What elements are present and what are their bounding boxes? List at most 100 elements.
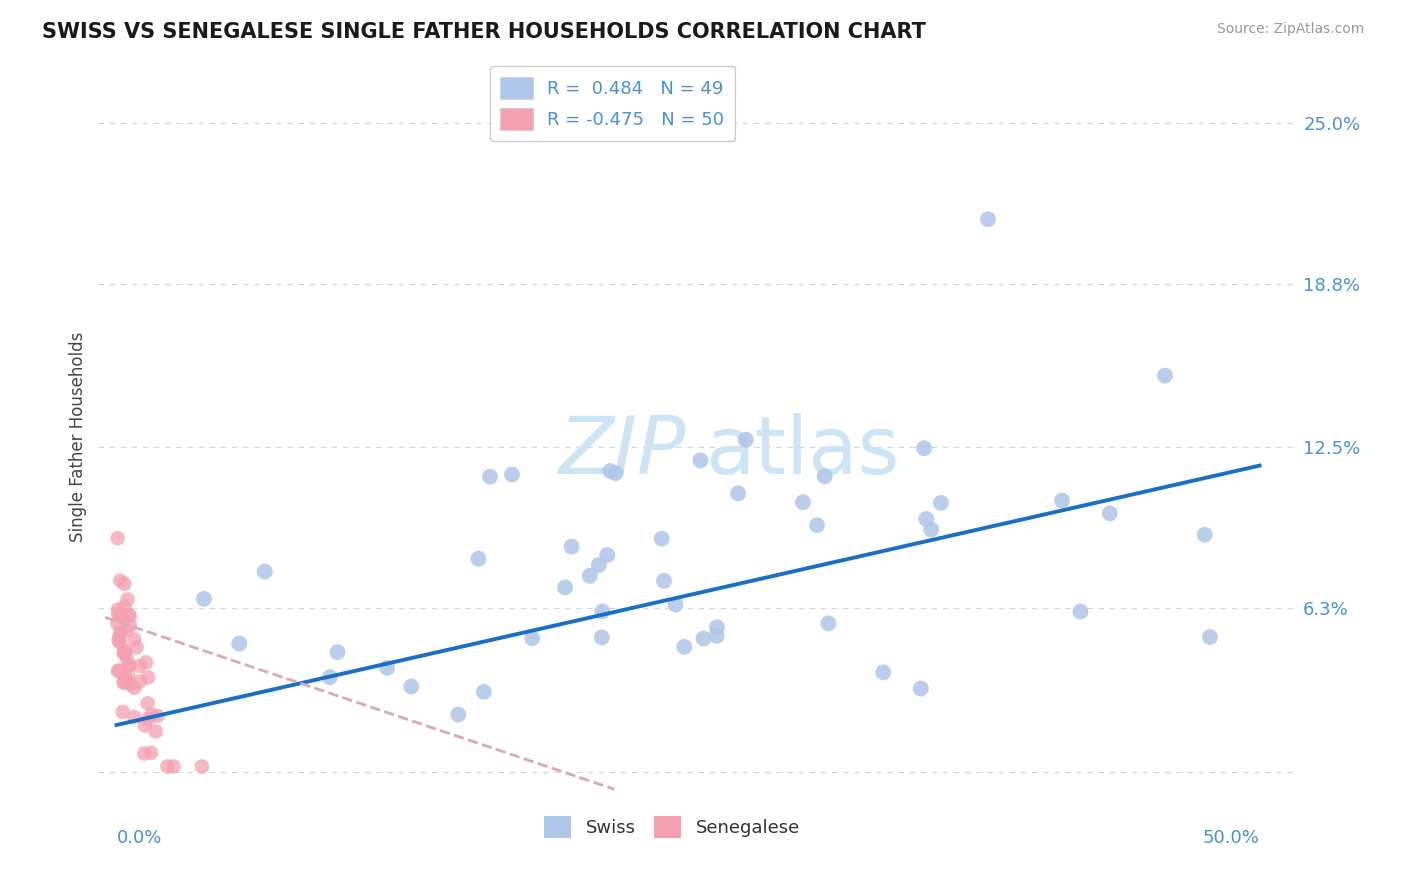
Point — [1199, 630, 1222, 644]
Point — [107, 664, 129, 678]
Point — [110, 609, 132, 624]
Point — [112, 646, 135, 660]
Point — [118, 608, 141, 623]
Point — [814, 469, 837, 483]
Text: atlas: atlas — [706, 413, 900, 491]
Point — [128, 659, 150, 673]
Point — [599, 464, 621, 478]
Point — [1098, 506, 1121, 520]
Text: SWISS VS SENEGALESE SINGLE FATHER HOUSEHOLDS CORRELATION CHART: SWISS VS SENEGALESE SINGLE FATHER HOUSEH… — [42, 22, 927, 42]
Point — [1050, 493, 1073, 508]
Point — [910, 681, 932, 696]
Point — [817, 616, 839, 631]
Y-axis label: Single Father Households: Single Father Households — [69, 332, 87, 542]
Point — [253, 565, 276, 579]
Point — [472, 685, 495, 699]
Point — [692, 632, 714, 646]
Legend: Swiss, Senegalese: Swiss, Senegalese — [537, 808, 807, 845]
Point — [141, 707, 163, 722]
Point — [872, 665, 894, 680]
Point — [110, 625, 132, 640]
Point — [110, 574, 132, 588]
Point — [112, 577, 135, 591]
Text: ZIP: ZIP — [560, 413, 686, 491]
Point — [447, 707, 470, 722]
Text: 50.0%: 50.0% — [1202, 829, 1260, 847]
Point — [977, 212, 1000, 227]
Point — [114, 644, 136, 658]
Point — [112, 675, 135, 690]
Point — [136, 670, 159, 684]
Point — [122, 710, 145, 724]
Point — [107, 531, 129, 545]
Point — [124, 681, 146, 695]
Point — [111, 705, 134, 719]
Point — [1194, 527, 1216, 541]
Point — [112, 646, 135, 660]
Point — [114, 675, 136, 690]
Point — [145, 724, 167, 739]
Point — [118, 618, 141, 632]
Point — [193, 591, 215, 606]
Point — [326, 645, 349, 659]
Text: Source: ZipAtlas.com: Source: ZipAtlas.com — [1216, 22, 1364, 37]
Point — [228, 636, 250, 650]
Point — [689, 453, 711, 467]
Point — [136, 712, 159, 726]
Point — [929, 496, 952, 510]
Point — [107, 602, 129, 616]
Point — [117, 592, 139, 607]
Point — [401, 680, 423, 694]
Point — [806, 518, 828, 533]
Point — [706, 629, 728, 643]
Point — [118, 609, 141, 624]
Point — [162, 759, 184, 773]
Point — [920, 523, 942, 537]
Point — [1069, 605, 1091, 619]
Point — [114, 599, 136, 614]
Point — [115, 624, 138, 638]
Point — [125, 640, 148, 655]
Text: 0.0%: 0.0% — [117, 829, 162, 847]
Point — [146, 708, 169, 723]
Point — [118, 658, 141, 673]
Point — [118, 658, 141, 673]
Point — [734, 433, 756, 447]
Point — [591, 604, 613, 618]
Point — [108, 635, 131, 649]
Point — [605, 466, 627, 480]
Point — [673, 640, 696, 654]
Point — [107, 633, 129, 648]
Point — [134, 719, 156, 733]
Point — [1154, 368, 1177, 383]
Point — [191, 759, 214, 773]
Point — [579, 569, 602, 583]
Point — [792, 495, 814, 509]
Point — [156, 759, 179, 773]
Point — [588, 558, 610, 572]
Point — [596, 548, 619, 562]
Point — [108, 664, 131, 678]
Point — [479, 469, 502, 483]
Point — [664, 598, 686, 612]
Point — [136, 696, 159, 710]
Point — [108, 629, 131, 643]
Point — [651, 532, 673, 546]
Point — [319, 670, 342, 684]
Point — [134, 747, 156, 761]
Point — [706, 620, 728, 634]
Point — [912, 441, 935, 455]
Point — [561, 540, 583, 554]
Point — [115, 651, 138, 665]
Point — [915, 512, 938, 526]
Point — [124, 632, 146, 647]
Point — [120, 677, 142, 691]
Point — [139, 746, 162, 760]
Point — [107, 607, 129, 621]
Point — [105, 616, 128, 631]
Point — [727, 486, 749, 500]
Point — [554, 580, 576, 594]
Point — [501, 467, 523, 482]
Point — [114, 672, 136, 686]
Point — [652, 574, 675, 588]
